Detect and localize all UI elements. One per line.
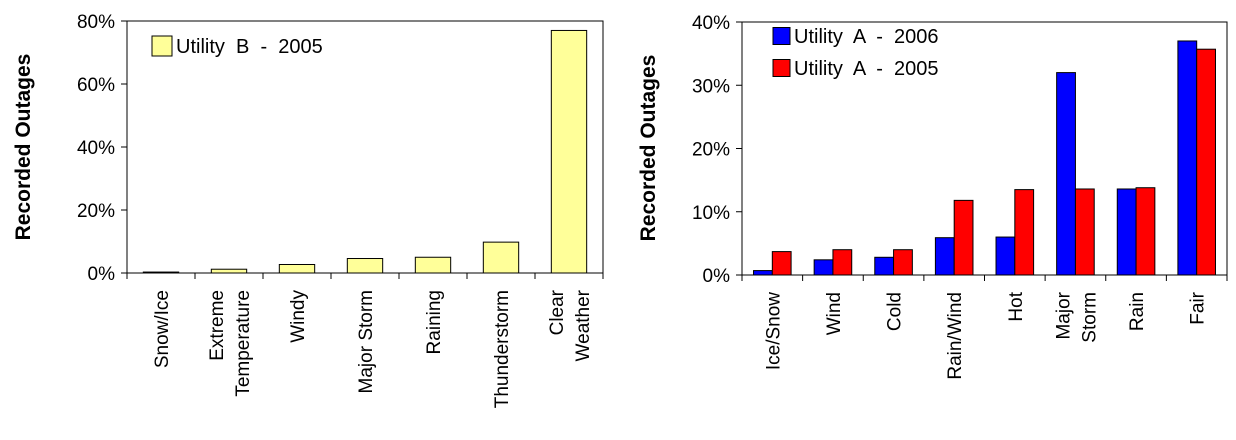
bar-cold-utility-a-2006: [874, 256, 895, 276]
bar-extreme-temperature-utility-b-2005: [210, 268, 248, 274]
x-tick-label: Major: [1053, 291, 1074, 339]
x-tick-label: Windy: [288, 290, 309, 343]
y-tick-label: 60%: [77, 75, 115, 96]
bar-fair-utility-a-2006: [1177, 40, 1198, 276]
legend-swatch: [151, 35, 173, 57]
legend-label: Utility A - 2006: [794, 26, 939, 48]
bar-raining-utility-b-2005: [414, 256, 452, 274]
y-tick-label: 20%: [692, 140, 730, 161]
y-tick-label: 10%: [692, 203, 730, 224]
y-tick-label: 0%: [703, 266, 731, 287]
x-tick-label: Temperature: [233, 290, 254, 397]
bar-ice-snow-utility-a-2005: [771, 251, 792, 276]
x-tick-label: Weather: [573, 289, 594, 361]
chart-utility-a: 0% 10% 20% 30% 40% Recorded Outages Ice/Snow Wi…: [637, 13, 1228, 380]
x-tick-label: Thunderstorm: [492, 290, 513, 408]
y-tick-label: 0%: [88, 264, 116, 285]
legend-swatch: [772, 27, 791, 45]
x-tick-label: Extreme: [207, 290, 228, 361]
bar-major-storm-utility-a-2006: [1056, 72, 1076, 276]
y-tick-label: 20%: [77, 201, 115, 222]
legend-swatch: [772, 59, 791, 77]
x-tick-label: Clear: [547, 289, 568, 335]
plot-area-frame: [126, 20, 604, 274]
x-tick-label: Hot: [1006, 291, 1027, 321]
bar-clear-weather-utility-b-2005: [550, 29, 588, 274]
legend-label: Utility B - 2005: [176, 36, 323, 58]
bar-rain-utility-a-2005: [1135, 187, 1156, 276]
y-tick-label: 40%: [77, 138, 115, 159]
x-tick-label: Rain/Wind: [945, 292, 966, 380]
y-axis-title: Recorded Outages: [637, 55, 660, 242]
x-tick-label: Cold: [885, 292, 906, 331]
bar-rain-wind-utility-a-2006: [934, 237, 955, 276]
y-tick-label: 40%: [692, 13, 730, 34]
bar-cold-utility-a-2005: [893, 249, 913, 276]
bar-rain-utility-a-2006: [1116, 188, 1137, 276]
x-tick-label: Raining: [424, 290, 445, 354]
x-tick-label: Major Storm: [356, 290, 377, 393]
bar-wind-utility-a-2006: [813, 259, 834, 276]
y-tick-label: 30%: [692, 76, 730, 97]
y-tick-label: 80%: [77, 12, 115, 33]
bar-major-storm-utility-b-2005: [346, 258, 384, 274]
x-tick-label: Storm: [1079, 292, 1100, 343]
x-tick-label: Snow/Ice: [152, 290, 173, 368]
bar-major-storm-utility-a-2005: [1074, 188, 1095, 276]
bar-ice-snow-utility-a-2006: [753, 270, 773, 276]
chart-utility-b: 0% 20% 40% 60% 80% Recorded Outages Snow/Ice Ex…: [12, 12, 604, 408]
bar-fair-utility-a-2005: [1196, 48, 1216, 276]
x-tick-label: Wind: [824, 292, 845, 335]
bar-hot-utility-a-2006: [995, 236, 1016, 276]
x-tick-label: Fair: [1188, 291, 1209, 324]
x-tick-label: Rain: [1127, 292, 1148, 331]
bar-windy-utility-b-2005: [278, 263, 316, 274]
bar-wind-utility-a-2005: [832, 249, 853, 276]
x-tick-label: Ice/Snow: [763, 292, 784, 370]
bar-snow-ice-utility-b-2005: [142, 271, 180, 274]
bar-thunderstorm-utility-b-2005: [482, 241, 520, 274]
bar-rain-wind-utility-a-2005: [953, 199, 974, 276]
legend-label: Utility A - 2005: [794, 58, 939, 80]
y-axis-title: Recorded Outages: [12, 54, 35, 241]
bar-hot-utility-a-2005: [1014, 189, 1035, 276]
